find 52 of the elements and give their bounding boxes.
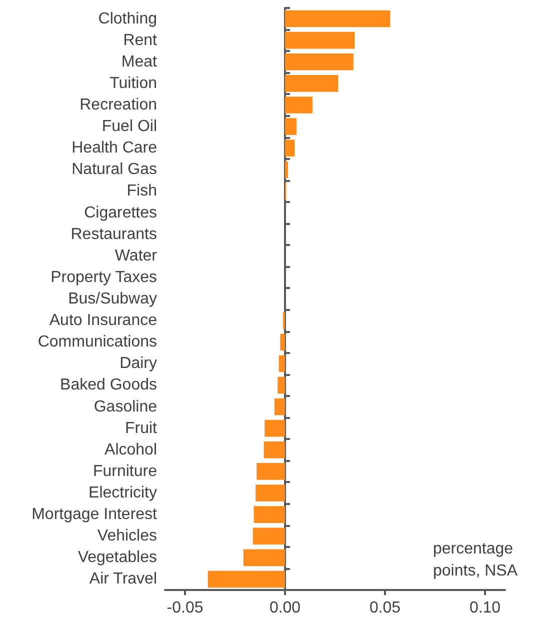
y-tick-label: Gasoline [94,398,158,416]
bar [285,10,390,28]
y-tick-label: Fish [126,182,157,200]
bar [285,161,288,178]
bar [285,96,312,114]
y-tick-label: Fruit [125,420,158,437]
bar [252,528,285,545]
y-tick-label: Auto Insurance [49,312,158,330]
y-tick-label: Natural Gas [72,161,157,178]
y-tick-label: Cigarettes [84,204,157,222]
y-tick-label: Bus/Subway [68,290,157,308]
bar [264,441,285,458]
y-tick-label: Rent [123,32,158,49]
y-tick-label: Vehicles [97,528,157,545]
bar [285,53,354,70]
x-tick-label: 0.00 [269,600,301,616]
y-tick-label: Tuition [110,74,157,92]
bar [280,334,285,351]
bar [243,549,285,566]
y-tick-label: Alcohol [104,441,157,458]
bar [264,420,285,437]
y-tick-label: Furniture [92,462,158,480]
bar [254,506,285,523]
x-tick-label: 0.10 [469,600,501,616]
y-tick-label: Fuel Oil [102,118,157,136]
x-axis-title: percentage points, NSA [433,540,518,580]
bar [256,484,285,502]
bar [256,463,285,480]
y-tick-label: Mortgage Interest [32,506,158,524]
y-tick-label: Property Taxes [50,268,157,286]
y-tick-label: Baked Goods [60,376,157,394]
y-tick-label: Water [114,247,158,264]
bar [208,570,285,588]
x-tick-label: -0.05 [166,600,204,616]
x-tick-label: 0.05 [369,600,401,616]
y-tick-label: Meat [121,53,158,70]
bar [285,32,355,49]
y-tick-label: Electricity [88,484,157,502]
y-tick-label: Clothing [98,10,157,28]
y-tick-label: Dairy [120,355,157,372]
bar [285,118,296,135]
y-tick-label: Health Care [72,140,158,157]
bar [278,355,285,372]
y-tick-label: Vegetables [78,549,157,566]
bar [285,140,295,157]
bar [278,376,285,394]
bar [274,398,285,416]
y-tick-label: Recreation [80,96,157,114]
bar [285,75,338,92]
y-tick-label: Communications [38,334,157,351]
y-tick-label: Restaurants [70,226,157,243]
y-tick-label: Air Travel [89,570,157,588]
